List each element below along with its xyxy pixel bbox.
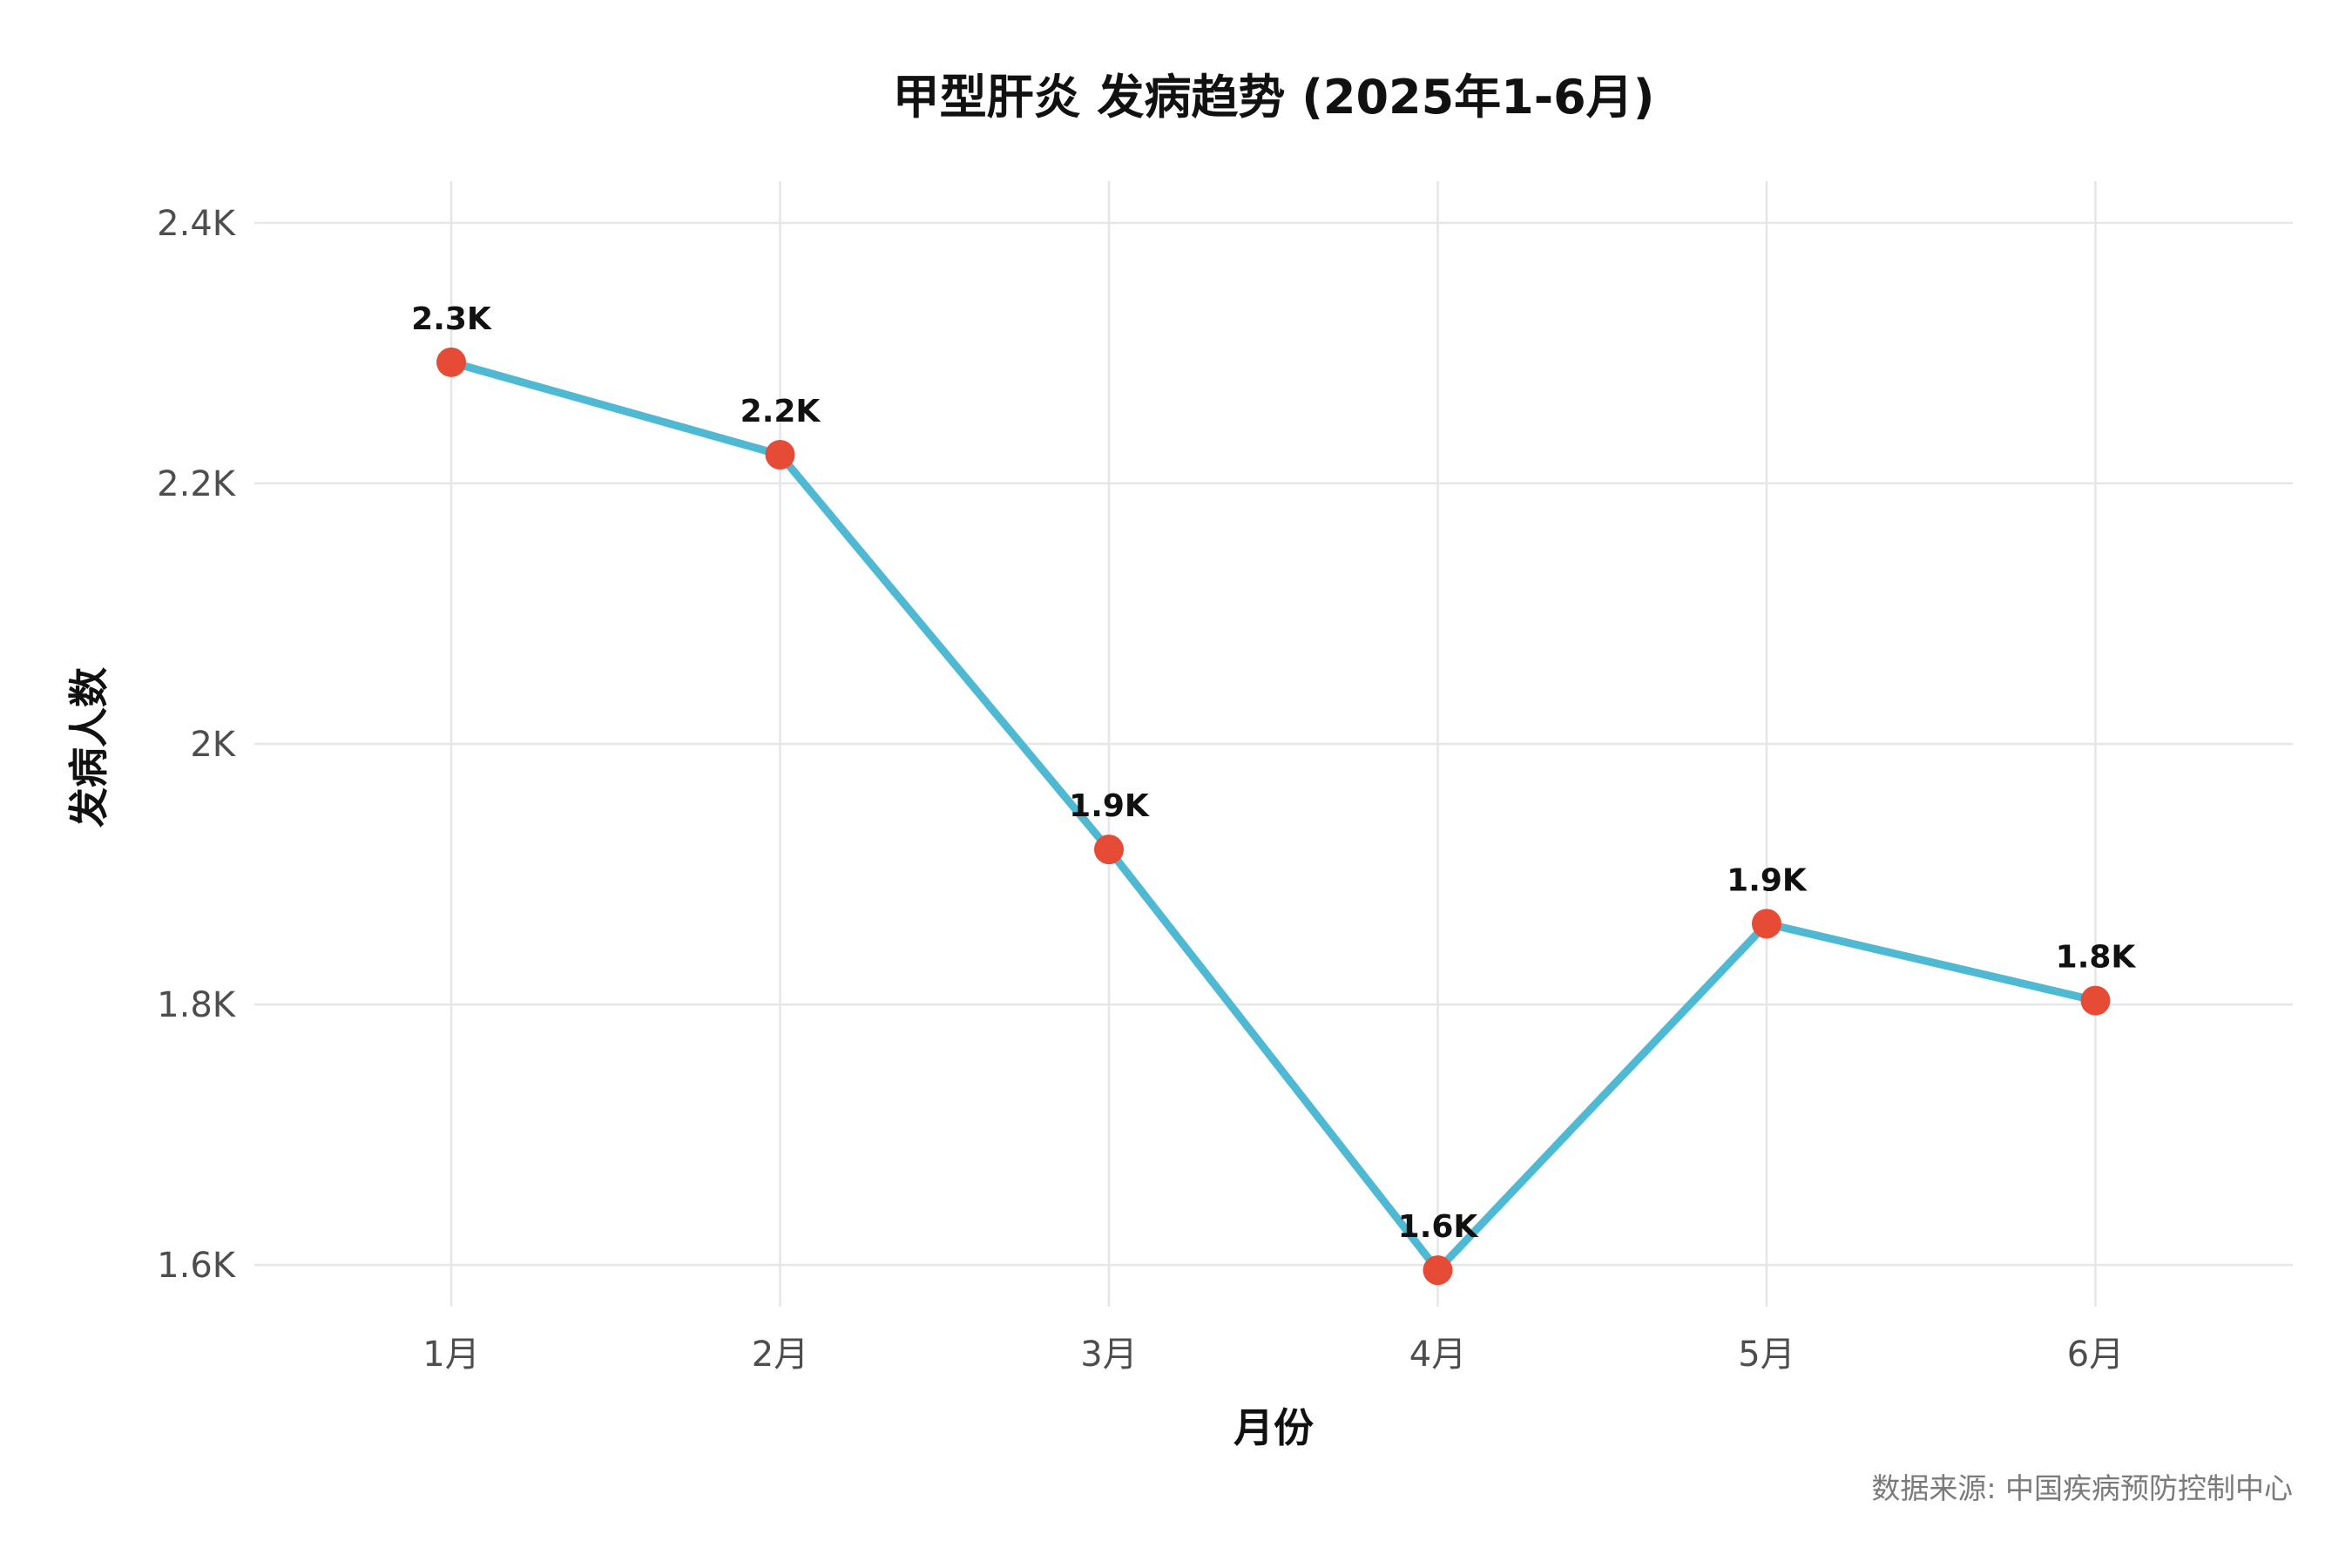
data-label: 2.2K [740,394,821,429]
data-point [1423,1255,1453,1286]
x-tick-label: 1月 [422,1335,479,1375]
y-axis-title: 发病人数 [65,667,112,828]
grid-layer [254,181,2293,1307]
data-label: 1.8K [2056,940,2137,976]
data-label: 1.9K [1069,788,1150,824]
x-tick-label: 6月 [2067,1335,2124,1375]
series-line [447,358,2099,1274]
x-tick-label: 2月 [752,1335,808,1375]
y-tick-label: 2.4K [157,204,237,244]
y-tick-label: 1.6K [157,1246,237,1286]
y-tick-label: 2K [190,725,236,765]
data-point [765,440,795,470]
y-tick-label: 1.8K [157,985,237,1025]
chart-title: 甲型肝炎 发病趋势 (2025年1-6月) [893,70,1655,125]
data-label-layer: 2.3K 2.2K 1.9K 1.6K 1.9K 1.8K [411,301,2136,1245]
data-point [436,347,466,377]
x-tick-label: 4月 [1409,1335,1466,1375]
data-label: 1.6K [1398,1209,1479,1245]
x-tick-label: 3月 [1080,1335,1137,1375]
data-point [1752,909,1781,939]
x-axis-title: 月份 [1233,1404,1314,1451]
data-point [2080,985,2111,1016]
x-tick-layer: 1月 2月 3月 4月 5月 6月 [422,1335,2124,1375]
y-tick-layer: 1.6K 1.8K 2K 2.2K 2.4K [157,204,237,1286]
data-label: 1.9K [1727,862,1808,898]
x-tick-label: 5月 [1738,1335,1794,1375]
line-layer [447,358,2099,1274]
point-layer [436,347,2111,1286]
y-tick-label: 2.2K [157,464,237,504]
data-point [1094,835,1124,865]
source-caption: 数据来源: 中国疾病预防控制中心 [1871,1471,2293,1505]
data-label: 2.3K [411,301,492,337]
